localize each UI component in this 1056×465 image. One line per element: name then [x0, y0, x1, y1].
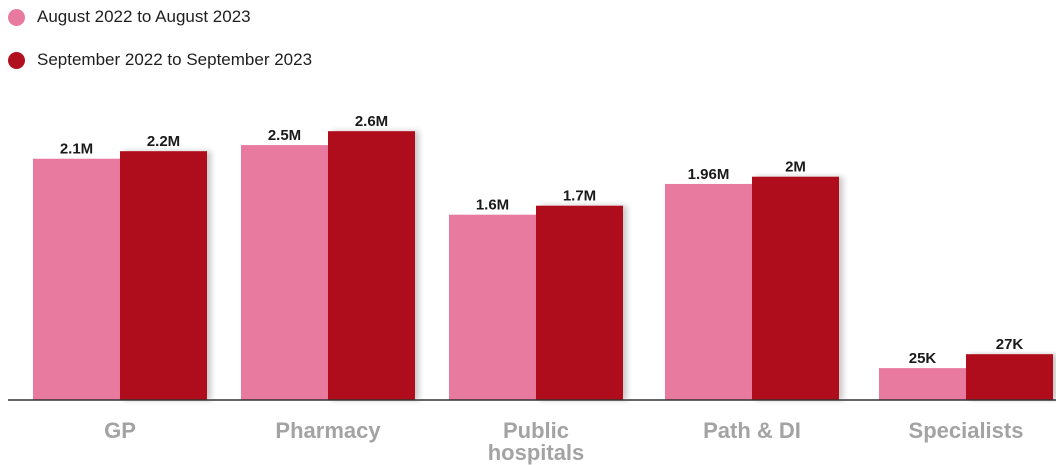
legend: August 2022 to August 2023 September 202…: [8, 6, 312, 92]
value-label-1-3: 1.96M: [688, 166, 730, 183]
value-label-2-2: 1.7M: [563, 188, 596, 205]
value-label-1-0: 2.1M: [60, 141, 93, 158]
bar-1-2: [449, 214, 536, 400]
bar-2-2: [536, 205, 623, 400]
bar-2-3: [752, 176, 839, 400]
category-labels-group: GP Pharmacy Public hospitals Path & DI Specia…: [104, 418, 1023, 465]
bar-2-1: [328, 131, 415, 401]
bar-2-0: [120, 151, 207, 400]
bar-1-4: [879, 368, 966, 400]
bars-group: [33, 131, 1053, 401]
value-label-2-1: 2.6M: [355, 113, 388, 130]
category-label-4: Specialists: [909, 418, 1024, 443]
bar-2-4: [966, 354, 1053, 400]
value-labels-group: 2.1M 2.2M 2.5M 2.6M 1.6M 1.7M 1.96M 2M 25K 27K: [60, 113, 1024, 367]
value-label-2-3: 2M: [785, 159, 806, 176]
value-label-1-1: 2.5M: [268, 127, 301, 144]
category-label-0: GP: [104, 418, 136, 443]
bar-1-1: [241, 145, 328, 400]
legend-swatch-series-1: [8, 8, 25, 26]
category-label-3: Path & DI: [703, 418, 801, 443]
legend-swatch-series-2: [8, 51, 25, 69]
category-label-1: Pharmacy: [275, 418, 381, 443]
bar-1-3: [665, 183, 752, 400]
value-label-2-0: 2.2M: [147, 133, 180, 150]
value-label-1-4: 25K: [909, 350, 937, 367]
value-label-1-2: 1.6M: [476, 197, 509, 214]
legend-item-series-1: August 2022 to August 2023: [8, 6, 312, 28]
legend-label-series-2: September 2022 to September 2023: [37, 50, 313, 69]
legend-item-series-2: September 2022 to September 2023: [8, 49, 312, 71]
category-label-2: Public hospitals: [488, 418, 585, 465]
bar-1-0: [33, 158, 120, 400]
value-label-2-4: 27K: [996, 336, 1024, 353]
legend-label-series-1: August 2022 to August 2023: [37, 7, 251, 26]
